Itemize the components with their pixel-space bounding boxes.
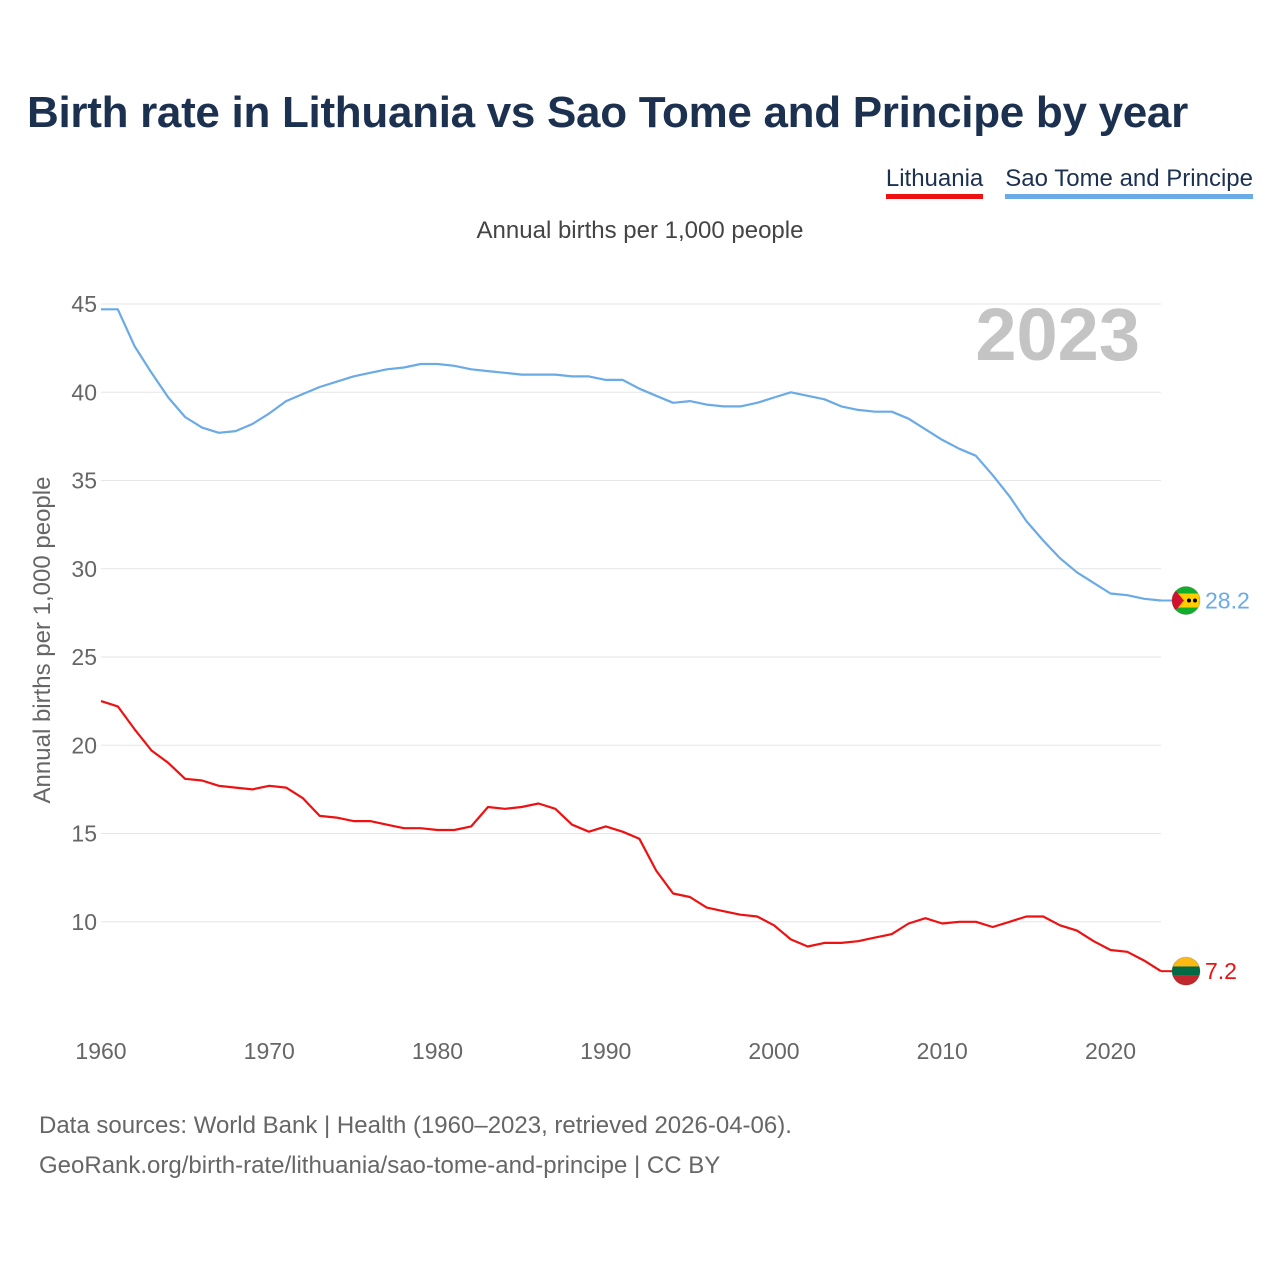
end-value-label: 7.2 [1205,958,1237,984]
y-tick-label: 10 [71,909,97,935]
legend-item-sao-tome-and-principe[interactable]: Sao Tome and Principe [1005,166,1253,199]
y-axis-ticks: 10 15 20 25 30 35 40 45 [71,291,97,935]
x-axis-ticks: 1960 1970 1980 1990 2000 2010 2020 [75,1038,1136,1064]
x-tick-label: 1990 [580,1038,631,1064]
y-axis-label: Annual births per 1,000 people [29,477,56,804]
flag-icon [1172,957,1200,986]
y-tick-label: 35 [71,468,97,494]
end-value-label: 28.2 [1205,588,1250,614]
chart-subtitle: Annual births per 1,000 people [476,217,804,244]
x-tick-label: 1970 [244,1038,295,1064]
x-tick-label: 1980 [412,1038,463,1064]
series-lines [100,308,1162,973]
footer-url: GeoRank.org/birth-rate/lithuania/sao-tom… [39,1152,721,1179]
flag-icon [1172,586,1200,615]
y-tick-label: 45 [71,291,97,317]
gridlines [101,303,1161,923]
y-tick-label: 40 [71,379,97,405]
y-tick-label: 15 [71,821,97,847]
x-tick-label: 2010 [917,1038,968,1064]
series-line-sao-tome-and-principe [101,308,1162,602]
series-line-lithuania [100,700,1162,973]
legend-item-lithuania[interactable]: Lithuania [885,166,984,199]
footer: Data sources: World Bank | Health (1960–… [39,1106,792,1186]
footer-sources: Data sources: World Bank | Health (1960–… [39,1112,792,1139]
x-tick-label: 2000 [748,1038,799,1064]
y-tick-label: 25 [71,644,97,670]
y-tick-label: 30 [71,556,97,582]
year-label: 2023 [975,293,1140,376]
x-tick-label: 1960 [75,1038,126,1064]
chart-title: Birth rate in Lithuania vs Sao Tome and … [27,88,1188,137]
y-tick-label: 20 [71,732,97,758]
x-tick-label: 2020 [1085,1038,1136,1064]
series-end-markers: 7.2 28.2 [1161,586,1250,986]
legend: Lithuania Sao Tome and Principe [885,166,1253,199]
